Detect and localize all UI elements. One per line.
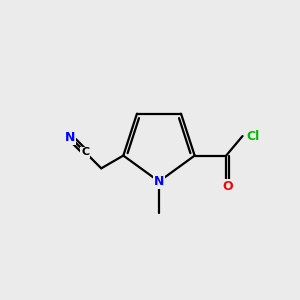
Text: O: O: [222, 181, 233, 194]
Text: C: C: [81, 147, 89, 158]
Text: N: N: [65, 131, 75, 144]
Text: Cl: Cl: [246, 130, 260, 142]
Text: N: N: [154, 175, 164, 188]
